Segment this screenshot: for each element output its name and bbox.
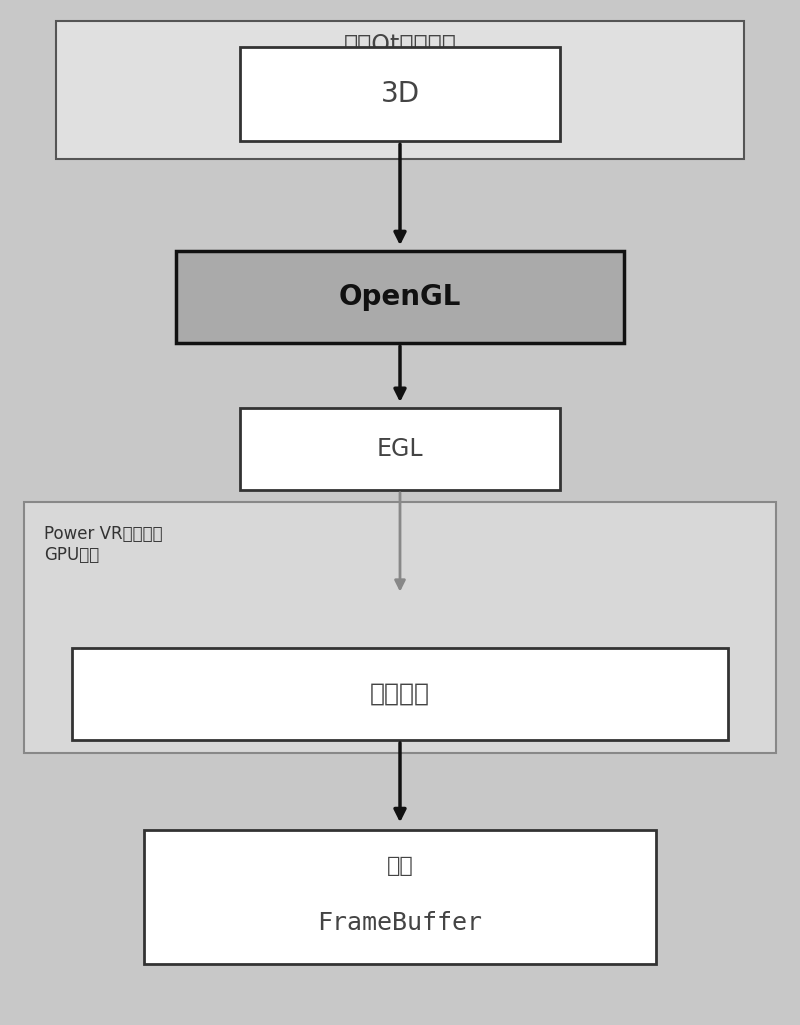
Bar: [240, 408, 560, 490]
Text: 窗口系统: 窗口系统: [370, 682, 430, 706]
Bar: [240, 47, 560, 141]
Text: 显示: 显示: [386, 856, 414, 876]
Bar: [56, 20, 744, 159]
Bar: [144, 830, 656, 963]
Bar: [72, 648, 728, 740]
Bar: [24, 502, 776, 753]
Text: FrameBuffer: FrameBuffer: [318, 910, 482, 935]
Text: OpenGL: OpenGL: [339, 283, 461, 312]
Text: 3D: 3D: [381, 80, 419, 109]
Text: EGL: EGL: [377, 437, 423, 461]
Text: Power VR架构中的
GPU驱动: Power VR架构中的 GPU驱动: [44, 525, 162, 564]
Text: 多个Qt应用程序: 多个Qt应用程序: [343, 33, 457, 57]
Bar: [176, 251, 624, 343]
